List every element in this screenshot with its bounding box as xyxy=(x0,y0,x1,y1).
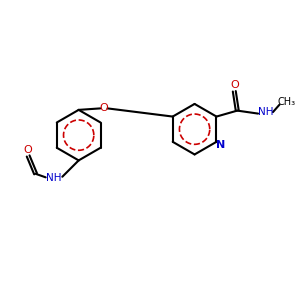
Text: O: O xyxy=(24,145,32,155)
Text: O: O xyxy=(230,80,239,90)
Text: NH: NH xyxy=(258,107,273,117)
Text: NH: NH xyxy=(46,173,62,183)
Text: N: N xyxy=(216,140,226,150)
Text: O: O xyxy=(100,103,108,113)
Text: CH₃: CH₃ xyxy=(278,97,296,107)
